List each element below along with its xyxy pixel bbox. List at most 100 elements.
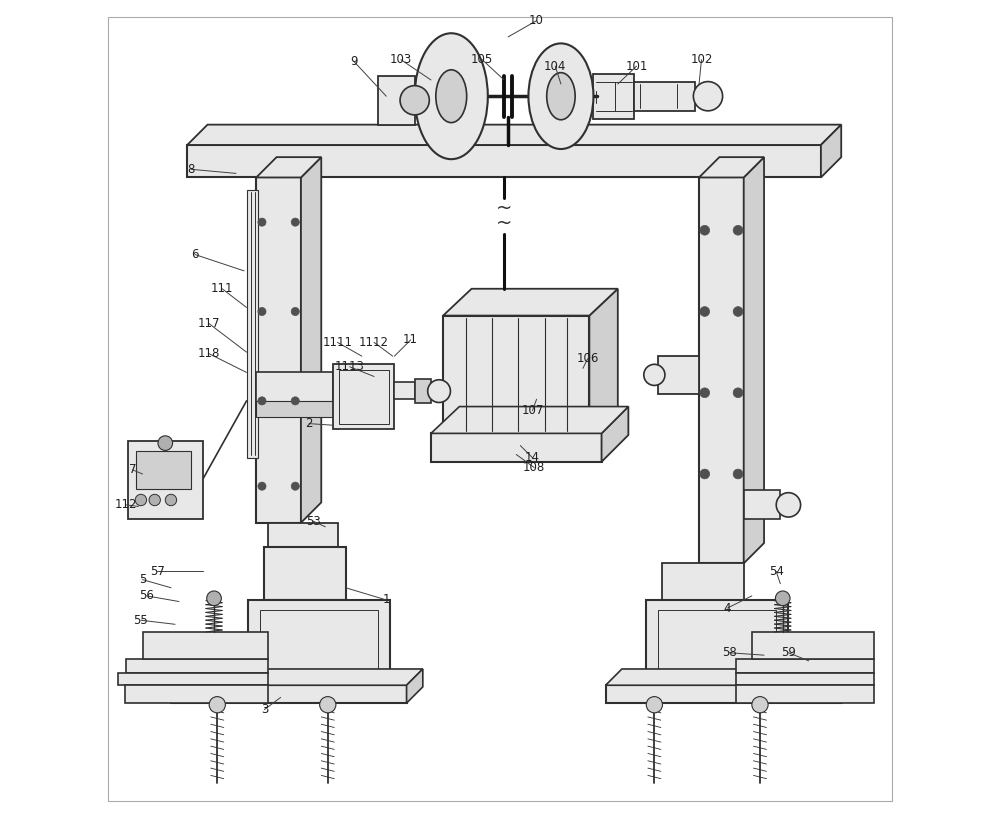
Polygon shape — [118, 673, 268, 685]
Polygon shape — [268, 523, 338, 547]
Circle shape — [776, 492, 801, 517]
Circle shape — [428, 380, 450, 402]
Circle shape — [258, 308, 266, 316]
Polygon shape — [378, 76, 415, 124]
Circle shape — [158, 436, 173, 451]
Text: 101: 101 — [625, 60, 648, 73]
Ellipse shape — [547, 73, 575, 119]
Circle shape — [258, 218, 266, 227]
Polygon shape — [256, 372, 333, 409]
Polygon shape — [171, 669, 423, 685]
Text: 58: 58 — [722, 646, 736, 659]
Text: 11: 11 — [403, 334, 418, 347]
Polygon shape — [264, 547, 346, 600]
Polygon shape — [256, 401, 333, 417]
Polygon shape — [248, 600, 390, 685]
Text: 112: 112 — [115, 498, 138, 511]
Polygon shape — [333, 364, 394, 429]
Text: 56: 56 — [139, 589, 154, 602]
Text: 107: 107 — [521, 404, 544, 417]
Text: 118: 118 — [198, 348, 220, 360]
Polygon shape — [736, 659, 874, 673]
Circle shape — [700, 226, 710, 235]
Circle shape — [775, 591, 790, 605]
Polygon shape — [736, 685, 874, 703]
Circle shape — [400, 86, 429, 115]
Polygon shape — [699, 157, 764, 178]
Text: 5: 5 — [139, 573, 146, 587]
Text: 4: 4 — [724, 601, 731, 614]
Circle shape — [258, 397, 266, 405]
Text: 3: 3 — [261, 703, 268, 716]
Polygon shape — [136, 452, 191, 488]
Polygon shape — [415, 379, 431, 402]
Polygon shape — [394, 382, 415, 399]
Text: 104: 104 — [544, 60, 566, 73]
Polygon shape — [736, 673, 874, 685]
Text: 111: 111 — [211, 282, 233, 295]
Text: 102: 102 — [690, 53, 713, 66]
Polygon shape — [744, 157, 764, 564]
Text: 9: 9 — [350, 55, 358, 68]
Polygon shape — [143, 632, 268, 659]
Polygon shape — [301, 157, 321, 523]
Text: 106: 106 — [577, 352, 599, 365]
Text: 55: 55 — [134, 614, 148, 627]
Circle shape — [752, 697, 768, 712]
Text: 57: 57 — [150, 565, 165, 578]
Text: 105: 105 — [471, 53, 493, 66]
Text: 59: 59 — [781, 646, 796, 659]
Polygon shape — [407, 669, 423, 703]
Text: ~: ~ — [496, 199, 512, 218]
Circle shape — [700, 307, 710, 317]
Ellipse shape — [528, 43, 593, 149]
Text: ~: ~ — [496, 213, 512, 232]
Polygon shape — [187, 124, 841, 145]
Polygon shape — [841, 669, 857, 703]
Circle shape — [700, 469, 710, 479]
Polygon shape — [606, 685, 841, 703]
Circle shape — [320, 697, 336, 712]
Text: 53: 53 — [306, 515, 321, 528]
Polygon shape — [187, 145, 821, 178]
Polygon shape — [126, 659, 268, 673]
Circle shape — [291, 308, 299, 316]
Polygon shape — [256, 178, 301, 523]
Polygon shape — [699, 178, 744, 564]
Circle shape — [207, 591, 221, 605]
Polygon shape — [171, 685, 407, 703]
Text: 8: 8 — [188, 163, 195, 176]
Polygon shape — [443, 289, 618, 316]
Polygon shape — [431, 434, 602, 462]
Text: 7: 7 — [129, 464, 137, 476]
Text: 1113: 1113 — [335, 360, 365, 373]
Polygon shape — [602, 407, 628, 462]
Polygon shape — [256, 157, 321, 178]
Ellipse shape — [415, 34, 488, 160]
Polygon shape — [821, 124, 841, 178]
Text: 54: 54 — [769, 565, 784, 578]
Circle shape — [149, 494, 160, 506]
Circle shape — [209, 697, 225, 712]
Polygon shape — [593, 74, 634, 119]
Circle shape — [733, 307, 743, 317]
Circle shape — [291, 218, 299, 227]
Polygon shape — [443, 316, 589, 434]
Text: 10: 10 — [529, 14, 544, 27]
Circle shape — [733, 388, 743, 398]
Circle shape — [646, 697, 662, 712]
Text: 117: 117 — [198, 317, 220, 330]
Polygon shape — [634, 82, 695, 110]
Polygon shape — [125, 685, 268, 703]
Circle shape — [258, 482, 266, 490]
Text: 108: 108 — [523, 461, 545, 474]
Text: 1: 1 — [383, 593, 390, 606]
Polygon shape — [247, 190, 258, 458]
Circle shape — [733, 469, 743, 479]
Polygon shape — [606, 669, 857, 685]
Text: 1112: 1112 — [359, 336, 389, 349]
Text: 14: 14 — [525, 452, 540, 465]
Circle shape — [700, 388, 710, 398]
Circle shape — [291, 482, 299, 490]
Polygon shape — [128, 442, 203, 519]
